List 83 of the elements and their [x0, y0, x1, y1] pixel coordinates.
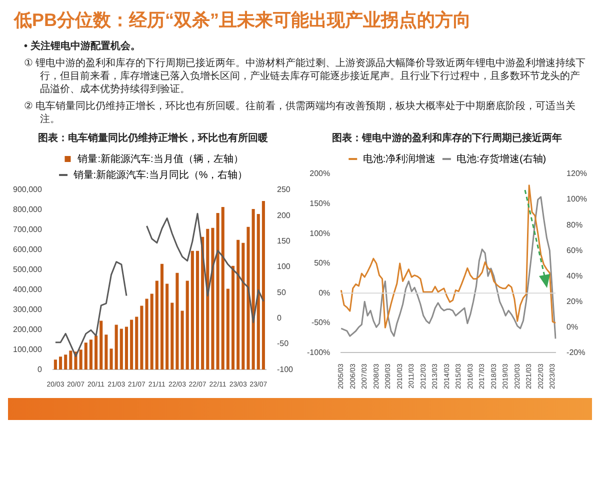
- bar: [211, 228, 214, 370]
- bar: [150, 294, 154, 370]
- y-tick-label: 700,000: [12, 225, 42, 234]
- text: ② 电车销量同比仍维持正增长，环比也有所回暖。往前看，供需两端均有改善预期，板块大概率处于中期磨底阶段，可适当关注。: [24, 100, 577, 126]
- bar: [166, 284, 169, 370]
- bar: [216, 212, 220, 370]
- bar: [180, 310, 184, 370]
- bar: [69, 350, 72, 370]
- legend-label: 销量:新能源汽车:当月同比（%，右轴）: [72, 168, 248, 181]
- y-tick-label: 50%: [314, 258, 330, 268]
- bar: [135, 316, 138, 370]
- y-tick-label: 300,000: [12, 304, 42, 314]
- bar: [246, 226, 250, 370]
- bar: [79, 350, 82, 370]
- y-tick-label: 100%: [310, 228, 330, 238]
- bar: [221, 206, 224, 370]
- text: 低PB分位数：经历“双杀”且未来可能出现产业拐点的方向: [14, 9, 472, 32]
- bar: [226, 288, 230, 370]
- chart-title: 图表：锂电中游的盈利和库存的下行周期已接近两年: [332, 132, 562, 144]
- bar: [100, 320, 103, 370]
- y-tick-label: 200%: [310, 169, 330, 178]
- y-tick-label: 100,000: [12, 344, 42, 354]
- bar: [190, 250, 194, 370]
- bar: [155, 280, 158, 370]
- bar: [206, 228, 210, 370]
- bar: [59, 356, 62, 370]
- y2-tick-label: 250: [276, 185, 291, 194]
- y2-tick-label: 100%: [566, 194, 588, 204]
- y2-tick-label: -20%: [566, 348, 586, 357]
- legend-label: 电池:存货增速(右轴): [456, 152, 546, 165]
- y2-tick-label: 100: [276, 262, 291, 272]
- y2-tick-label: -100: [276, 364, 294, 374]
- bar: [176, 272, 179, 370]
- bar: [120, 328, 123, 370]
- y-tick-label: 150%: [310, 198, 330, 208]
- y-tick-label: 600,000: [12, 245, 42, 254]
- bar: [242, 242, 245, 370]
- bar: [130, 320, 134, 370]
- y2-tick-label: 120%: [566, 169, 588, 178]
- y2-tick-label: 40%: [566, 271, 583, 280]
- bar: [94, 336, 98, 370]
- y2-tick-label: 150: [276, 236, 291, 246]
- y2-tick-label: 20%: [566, 296, 583, 306]
- y2-tick-label: 50: [276, 288, 286, 297]
- text: • 关注锂电中游配置机会。: [24, 40, 142, 53]
- bar: [89, 340, 92, 370]
- y-tick-label: 200,000: [12, 324, 42, 334]
- bar: [104, 334, 108, 370]
- y2-tick-label: -50: [276, 339, 290, 348]
- y-tick-label: -100%: [307, 348, 330, 357]
- bar: [124, 326, 128, 370]
- bar: [145, 298, 148, 370]
- bar: [110, 348, 113, 370]
- bar: [196, 250, 200, 370]
- y-tick-label: 800,000: [12, 205, 42, 214]
- bar: [231, 266, 235, 370]
- bar: [84, 342, 88, 370]
- y-tick-label: 500,000: [12, 265, 42, 274]
- bar: [64, 354, 68, 370]
- legend-label: 电池:净利润增速: [362, 152, 436, 165]
- y2-tick-label: 0%: [566, 322, 578, 332]
- y-tick-label: 400,000: [12, 284, 42, 294]
- bar: [252, 208, 255, 370]
- y2-tick-label: 60%: [566, 246, 583, 255]
- y-tick-label: -50%: [311, 318, 330, 328]
- bar: [186, 280, 189, 370]
- y2-tick-label: 0: [276, 313, 282, 322]
- y-tick-label: 0: [37, 364, 42, 374]
- chart-title: 图表：电车销量同比仍维持正增长，环比也有所回暖: [38, 132, 268, 144]
- bar: [262, 200, 265, 370]
- bar: [236, 240, 240, 370]
- bar: [170, 302, 174, 370]
- y2-tick-label: 200: [276, 210, 291, 220]
- y-tick-label: 900,000: [12, 185, 42, 194]
- bar: [54, 360, 57, 370]
- text: ① 锂电中游的盈利和库存的下行周期已接近两年。中游材料产能过剩、上游资源品大幅降价导致近两年锂电中游盈利增速持续下行，但目前来看，库存增速已落入负增长区间，产业链去库存可能逐步接近尾声。且行业下行过程中，且多数环节龙头的产品溢价、成本优势持续得到验证。: [24, 57, 586, 96]
- y-tick-label: 0%: [318, 288, 330, 298]
- bar: [114, 324, 118, 370]
- bar: [160, 264, 164, 370]
- bar: [140, 306, 144, 370]
- y2-tick-label: 80%: [566, 220, 583, 230]
- legend-label: 销量:新能源汽车:当月值（辆，左轴）: [76, 152, 244, 165]
- bar: [256, 214, 260, 370]
